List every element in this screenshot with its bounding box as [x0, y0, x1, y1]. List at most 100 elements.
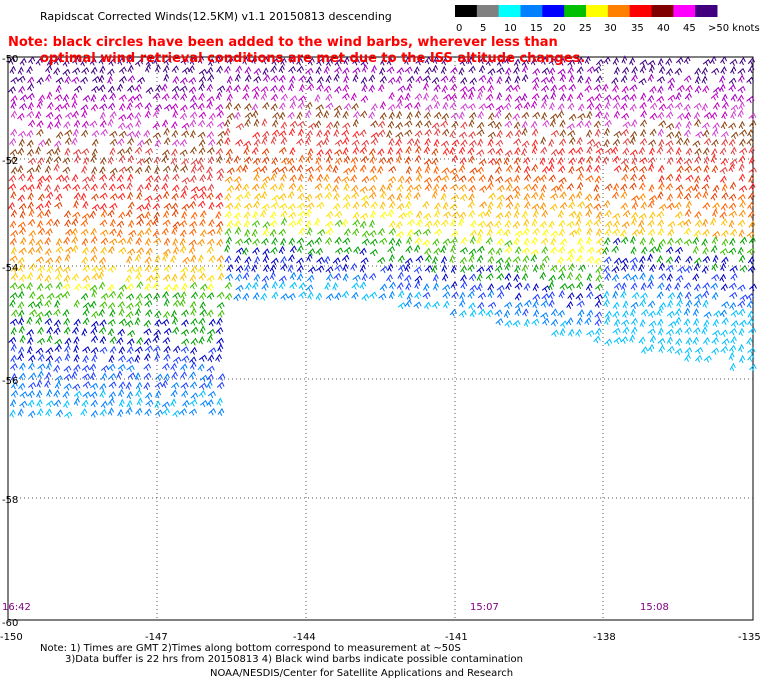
- wind-barb: [215, 353, 222, 362]
- wind-barb: [179, 237, 186, 247]
- wind-barb: [28, 381, 37, 390]
- wind-barb: [685, 200, 692, 209]
- wind-barb: [477, 220, 487, 228]
- wind-barb: [81, 129, 89, 138]
- wind-barb: [125, 381, 132, 390]
- wind-barb: [254, 255, 261, 265]
- wind-barb: [189, 146, 197, 155]
- wind-barb: [396, 67, 405, 75]
- wind-barb: [353, 110, 361, 119]
- wind-barb: [494, 166, 502, 175]
- wind-barb: [47, 121, 54, 130]
- wind-barb: [180, 371, 188, 380]
- wind-barb: [603, 138, 610, 148]
- wind-barb: [505, 194, 514, 202]
- wind-barb: [154, 310, 162, 319]
- wind-barb: [595, 247, 605, 255]
- wind-barb: [163, 345, 171, 354]
- wind-barb: [127, 75, 136, 83]
- wind-barb: [19, 102, 27, 111]
- wind-barb: [180, 329, 190, 337]
- wind-barb: [262, 228, 270, 237]
- wind-barb: [514, 264, 521, 274]
- wind-barb: [217, 407, 225, 416]
- wind-barb: [36, 337, 46, 345]
- wind-barb: [728, 282, 737, 290]
- wind-barb: [126, 364, 135, 373]
- wind-barb: [746, 96, 755, 104]
- wind-barb: [333, 73, 340, 82]
- wind-barb: [568, 147, 576, 156]
- wind-barb: [540, 183, 547, 193]
- wind-barb: [135, 237, 142, 246]
- wind-barb: [91, 203, 101, 212]
- wind-barb: [540, 56, 548, 65]
- wind-barb: [99, 219, 108, 227]
- wind-barb: [558, 57, 566, 66]
- wind-barb: [521, 247, 530, 255]
- wind-barb: [711, 291, 719, 300]
- wind-barb: [199, 229, 207, 238]
- wind-barb: [91, 85, 100, 93]
- wind-barb: [468, 155, 475, 164]
- wind-barb: [280, 136, 288, 145]
- wind-barb: [261, 282, 269, 291]
- legend-swatch: [586, 5, 609, 17]
- wind-barb: [334, 58, 342, 67]
- wind-barb: [99, 301, 108, 309]
- wind-barb: [155, 84, 162, 93]
- wind-barb: [521, 111, 530, 120]
- wind-barb: [27, 246, 35, 255]
- wind-barb: [548, 174, 556, 183]
- wind-barb: [621, 221, 630, 229]
- wind-barb: [469, 219, 477, 228]
- footer-note-1: Note: 1) Times are GMT 2)Times along bot…: [40, 643, 461, 654]
- wind-barb: [278, 275, 287, 283]
- wind-barb: [441, 84, 448, 94]
- wind-barb: [261, 56, 269, 65]
- wind-barb: [55, 84, 62, 94]
- wind-barb: [729, 237, 736, 246]
- wind-barb: [719, 309, 727, 318]
- wind-barb: [99, 174, 107, 182]
- legend-label: 45: [683, 23, 696, 34]
- wind-barb: [64, 219, 71, 228]
- wind-barb: [586, 66, 595, 74]
- wind-barb: [19, 273, 27, 282]
- wind-barb: [80, 228, 89, 236]
- wind-barb: [225, 155, 233, 165]
- wind-barb: [188, 76, 197, 85]
- wind-barb: [190, 337, 199, 346]
- wind-barb: [738, 101, 745, 110]
- wind-barb: [199, 400, 209, 408]
- wind-barb: [161, 149, 170, 157]
- wind-barb: [10, 372, 17, 382]
- wind-barb: [10, 190, 17, 200]
- wind-barb: [297, 173, 304, 182]
- wind-barb: [441, 273, 449, 282]
- wind-barb: [46, 101, 54, 110]
- wind-barb: [117, 148, 126, 156]
- wind-barb: [118, 246, 127, 255]
- wind-barb: [163, 237, 171, 246]
- wind-barb: [134, 346, 143, 354]
- wind-barb: [189, 174, 197, 183]
- wind-barb: [559, 327, 566, 337]
- wind-barb: [91, 148, 98, 157]
- wind-barb: [125, 122, 134, 131]
- wind-barb: [314, 182, 323, 191]
- wind-barb: [188, 65, 195, 74]
- wind-barb: [162, 248, 171, 257]
- wind-barb: [109, 238, 118, 246]
- wind-barb: [163, 58, 172, 66]
- wind-barb: [261, 136, 268, 145]
- wind-barb: [100, 156, 107, 165]
- wind-barb: [134, 83, 142, 92]
- wind-barb: [35, 300, 43, 309]
- wind-barb: [19, 391, 28, 399]
- wind-barb: [521, 210, 528, 219]
- wind-barb: [224, 292, 233, 301]
- wind-barb: [161, 290, 169, 299]
- wind-barb: [90, 93, 97, 103]
- wind-barb: [343, 102, 352, 111]
